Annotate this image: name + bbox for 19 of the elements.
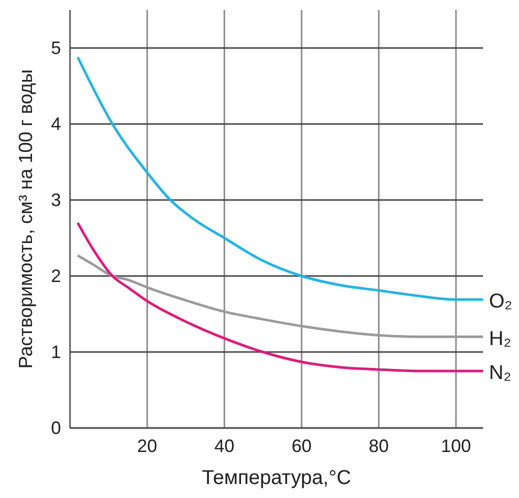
y-tick-label: 2 bbox=[50, 266, 62, 286]
y-tick-label: 1 bbox=[50, 342, 62, 362]
line-series bbox=[76, 56, 484, 301]
x-axis-title: Температура,°C bbox=[202, 467, 352, 489]
y-tick-label: 5 bbox=[50, 38, 62, 58]
series-label: H₂ bbox=[489, 328, 512, 350]
series-label: O₂ bbox=[489, 290, 512, 313]
line-series bbox=[76, 254, 484, 338]
x-tick-label: 20 bbox=[137, 436, 158, 456]
line-series bbox=[76, 222, 484, 372]
y-axis-title: Растворимость, см³ на 100 г воды bbox=[16, 69, 37, 369]
series-label: N₂ bbox=[489, 362, 512, 384]
x-tick-label: 60 bbox=[292, 436, 312, 456]
y-tick-label: 4 bbox=[50, 114, 62, 134]
x-tick-label: 100 bbox=[440, 436, 472, 456]
x-tick-label: 80 bbox=[368, 436, 389, 456]
x-tick-label: 40 bbox=[214, 436, 234, 456]
y-tick-label: 0 bbox=[50, 418, 62, 438]
y-tick-label: 3 bbox=[50, 190, 62, 210]
